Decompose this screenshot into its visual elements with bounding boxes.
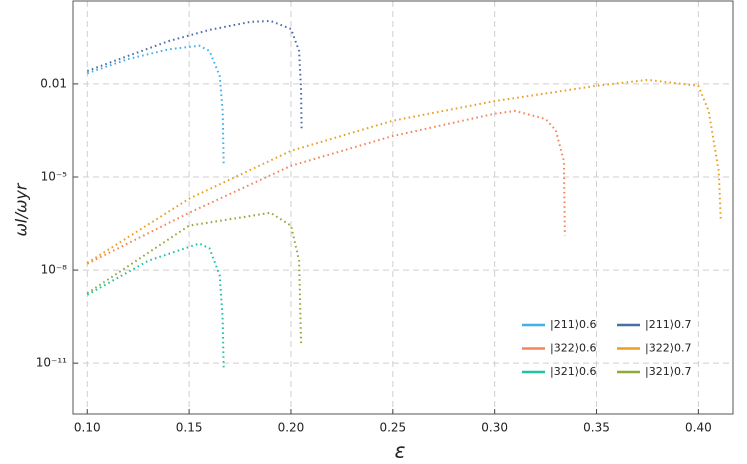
x-tick-label: 0.20	[278, 421, 305, 435]
legend-label: |211⟩0.6	[550, 318, 597, 331]
y-tick-label: 0.01	[40, 76, 67, 90]
legend-label: |321⟩0.7	[645, 365, 692, 378]
x-tick-label: 0.35	[583, 421, 610, 435]
series-line	[86, 78, 722, 264]
y-axis-label: ωI/ωyr	[12, 182, 31, 236]
x-tick-label: 0.10	[74, 421, 101, 435]
x-tick-label: 0.15	[176, 421, 203, 435]
series-line	[86, 242, 225, 371]
legend-label: |322⟩0.6	[550, 342, 597, 355]
x-tick-label: 0.25	[379, 421, 406, 435]
y-tick-label: 10⁻⁵	[41, 169, 68, 183]
legend-label: |211⟩0.7	[645, 318, 692, 331]
y-tick-label: 10⁻¹¹	[36, 356, 67, 370]
legend-label: |322⟩0.7	[645, 342, 692, 355]
series-line	[86, 19, 303, 132]
series-line	[86, 211, 303, 345]
legend-label: |321⟩0.6	[550, 365, 597, 378]
y-tick-label: 10⁻⁸	[41, 263, 68, 277]
x-tick-label: 0.30	[481, 421, 508, 435]
series-line	[86, 109, 566, 265]
x-axis-label: ε	[395, 439, 406, 463]
plot-frame	[72, 0, 734, 415]
series-line	[86, 44, 225, 166]
x-tick-label: 0.40	[685, 421, 712, 435]
